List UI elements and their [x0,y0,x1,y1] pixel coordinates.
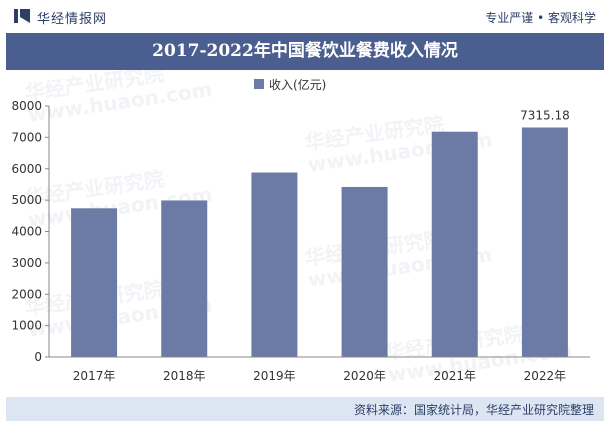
x-tick-label: 2017年 [73,369,116,383]
bar-1 [161,200,208,357]
legend-label: 收入(亿元) [269,77,326,92]
x-axis: 2017年 2018年 2019年 2020年 2021年 2022年 [49,356,590,383]
tagline: 专业严谨 • 客观科学 [485,11,596,25]
y-tick-label: 1000 [11,319,42,333]
x-tick-label: 2022年 [524,369,567,383]
y-axis: 0 1000 2000 3000 4000 5000 6000 7000 8000 [11,99,50,364]
bar-0 [71,208,118,357]
y-tick-label: 2000 [11,287,42,301]
bars [71,127,568,357]
y-tick-label: 6000 [11,162,42,176]
y-tick-label: 8000 [11,99,42,113]
legend: 收入(亿元) [254,77,326,92]
y-tick-label: 4000 [11,225,42,239]
chart-area: 华经产业研究院 www.huaon.com 华经产业研究院 www.huaon.com… [6,62,604,397]
top-bar: 华经情报网 专业严谨 • 客观科学 [0,0,610,33]
x-tick-label: 2020年 [343,369,386,383]
y-tick-label: 0 [34,350,42,364]
x-tick-label: 2019年 [253,369,296,383]
bar-3 [341,186,388,357]
bar-5 [521,127,568,357]
bar-2 [251,172,298,357]
source-note: 资料来源：国家统计局，华经产业研究院整理 [353,403,594,417]
title-bar: 2017-2022年中国餐饮业餐费收入情况 [6,33,604,70]
y-tick-label: 7000 [11,130,42,144]
brand-name: 华经情报网 [37,12,108,27]
brand-logo-icon [14,9,30,23]
bar-chart: 华经产业研究院www.huaon.com华经产业研究院www.huaon.com… [11,62,590,387]
y-tick-label: 3000 [11,256,42,270]
footer-bar: 资料来源：国家统计局，华经产业研究院整理 [6,397,604,421]
x-tick-label: 2018年 [163,369,206,383]
data-labels: 7315.18 [520,108,570,122]
chart-title: 2017-2022年中国餐饮业餐费收入情况 [152,41,458,61]
bar-4 [431,131,478,357]
legend-swatch [254,79,264,89]
data-label: 7315.18 [520,108,570,122]
x-tick-label: 2021年 [433,369,476,383]
y-tick-label: 5000 [11,193,42,207]
